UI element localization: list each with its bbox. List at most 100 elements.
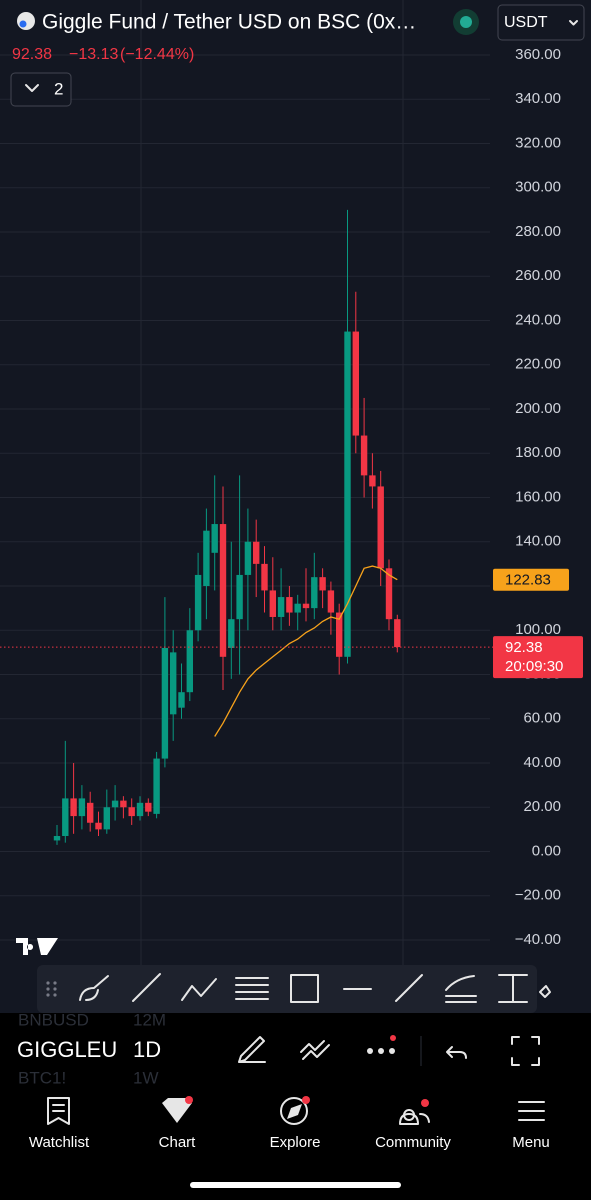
chart-background	[0, 0, 591, 1090]
candle-body	[286, 597, 293, 613]
candle-body	[319, 577, 326, 591]
candle-body	[136, 802, 144, 817]
candle-body	[327, 590, 335, 613]
tab-label[interactable]: Community	[375, 1134, 451, 1151]
symbol-bar-background	[0, 1013, 591, 1090]
pitchfork-tool[interactable]	[445, 975, 477, 1003]
candle-body	[219, 524, 227, 657]
y-tick-label: 200.00	[515, 400, 561, 417]
toolbar-background	[37, 965, 537, 1013]
brush-tool[interactable]	[79, 975, 109, 1001]
home-indicator	[190, 1182, 401, 1188]
y-tick-label: 100.00	[515, 621, 561, 638]
more-tools[interactable]	[539, 985, 551, 998]
symbol-bar: BNBUSD 12M BTC1! 1W GIGGLEU 1D	[0, 1010, 591, 1090]
candle-body	[161, 647, 169, 759]
chart-icon[interactable]	[162, 1098, 192, 1123]
candle-body	[145, 802, 152, 812]
tab-label[interactable]: Watchlist	[29, 1134, 90, 1151]
y-tick-label: −20.00	[515, 887, 561, 904]
y-tick-label: 140.00	[515, 533, 561, 550]
y-tick-label: 60.00	[523, 710, 561, 727]
tab-label[interactable]: Explore	[270, 1134, 321, 1151]
notification-dot	[302, 1096, 310, 1104]
candle-body	[352, 331, 359, 436]
candle-body	[294, 603, 301, 613]
y-tick-label: 20.00	[523, 798, 561, 815]
price-axis: −40.00−20.000.0020.0040.0060.0080.00100.…	[493, 46, 583, 948]
path-tool[interactable]	[181, 978, 217, 1001]
undo-button[interactable]	[446, 1046, 467, 1059]
tab-bar	[0, 1090, 591, 1200]
y-tick-label: 300.00	[515, 179, 561, 196]
candle-body	[170, 652, 177, 715]
indicators-button[interactable]	[300, 1040, 330, 1060]
y-tick-label: 180.00	[515, 444, 561, 461]
y-tick-label: 0.00	[532, 842, 561, 859]
more-button[interactable]	[367, 1048, 395, 1054]
last-price-tag	[493, 636, 583, 679]
candle-body	[385, 568, 393, 620]
candle-body	[236, 574, 243, 620]
y-tick-label: 40.00	[523, 754, 561, 771]
measure-tool[interactable]	[498, 974, 528, 1003]
candle-body	[336, 612, 343, 657]
trend-line-tool[interactable]	[132, 973, 161, 1002]
candle-body	[70, 798, 77, 817]
ghost-text: BNBUSD	[18, 1010, 89, 1029]
draw-button[interactable]	[238, 1036, 266, 1063]
candle-body	[194, 574, 202, 631]
ray-tool[interactable]	[395, 974, 423, 1002]
logo-mark	[16, 938, 58, 955]
candle-body	[311, 577, 318, 609]
interval[interactable]: 1D	[133, 1037, 161, 1062]
explore-icon[interactable]	[280, 1097, 308, 1125]
fullscreen-button[interactable]	[511, 1036, 540, 1066]
candle-body	[377, 486, 384, 569]
candle-body	[261, 563, 268, 591]
candle-body	[78, 798, 86, 817]
candle-body	[269, 590, 276, 617]
candle-body	[62, 798, 69, 837]
toolbar-handle	[46, 981, 57, 997]
menu-icon[interactable]	[518, 1101, 545, 1121]
ma-price-tag	[493, 568, 569, 591]
symbol-icon	[17, 12, 35, 30]
candle-body	[186, 630, 193, 693]
community-icon[interactable]	[399, 1109, 430, 1125]
watchlist-icon[interactable]	[47, 1097, 70, 1125]
last-price: 92.38	[12, 46, 52, 63]
candle-body	[369, 475, 376, 487]
y-tick-label: −40.00	[515, 931, 561, 948]
notification-dot	[185, 1096, 193, 1104]
candle-body	[211, 524, 218, 553]
ghost-text: 1W	[133, 1068, 159, 1087]
y-tick-label: 340.00	[515, 90, 561, 107]
last-price-label: 92.38	[505, 639, 543, 656]
candle-body	[394, 619, 401, 648]
candle-body	[53, 836, 61, 841]
notification-dot	[390, 1035, 396, 1041]
currency: USDT	[504, 14, 548, 31]
candle-body	[360, 435, 368, 476]
candle-body	[253, 541, 260, 564]
rectangle-tool[interactable]	[290, 974, 319, 1003]
logo	[16, 938, 58, 955]
symbol-title[interactable]: Giggle Fund / Tether USD on BSC (0x…	[42, 11, 416, 34]
moving-average	[214, 565, 398, 737]
notification-dot	[421, 1099, 429, 1107]
price-change: −13.13	[69, 46, 118, 63]
plot	[0, 209, 493, 845]
tab-label[interactable]: Menu	[512, 1134, 550, 1151]
candle-body	[103, 807, 110, 830]
ghost-text: BTC1!	[18, 1068, 66, 1087]
currency-select[interactable]	[497, 4, 585, 41]
symbol[interactable]: GIGGLEU	[17, 1037, 117, 1062]
tab-label[interactable]: Chart	[159, 1134, 197, 1151]
y-tick-label: 320.00	[515, 134, 561, 151]
candle-body	[128, 807, 135, 817]
fib-tool[interactable]	[235, 977, 269, 1000]
price-change-percent: (−12.44%)	[120, 46, 194, 63]
indicators-toggle[interactable]	[10, 72, 72, 107]
